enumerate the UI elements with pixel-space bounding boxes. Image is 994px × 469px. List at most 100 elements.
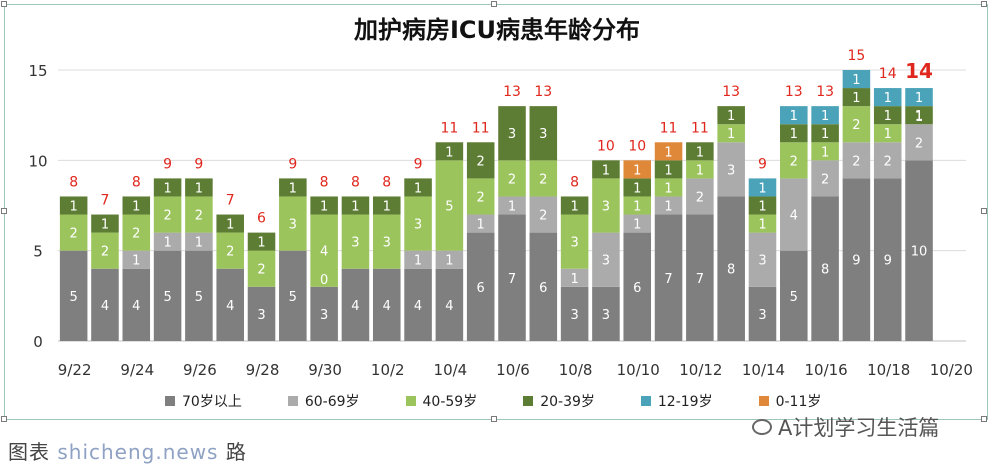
x-tick-label: 10/18 — [867, 361, 910, 379]
resize-handle-top-right[interactable] — [981, 1, 987, 7]
bar-segment — [811, 196, 839, 341]
total-label: 7 — [226, 193, 235, 209]
segment-label: 3 — [539, 127, 547, 142]
bar-segment — [842, 178, 871, 341]
total-label: 13 — [503, 84, 521, 100]
segment-label: 4 — [383, 299, 391, 314]
segment-label: 4 — [320, 245, 328, 260]
total-label: 14 — [879, 66, 897, 82]
bar-segment — [59, 196, 88, 215]
bar-segment — [748, 286, 777, 341]
bar-segment — [153, 196, 182, 233]
x-tick-label: 9/26 — [183, 361, 217, 379]
segment-label: 2 — [508, 172, 516, 187]
legend-item: 20-39岁 — [523, 391, 595, 411]
segment-label: 3 — [257, 308, 265, 323]
bar-segment — [216, 232, 244, 269]
bar-segment — [59, 214, 88, 251]
legend-swatch — [165, 396, 175, 406]
x-tick-label: 9/30 — [308, 361, 342, 379]
resize-handle-right[interactable] — [981, 208, 987, 214]
bar-segment — [529, 232, 558, 341]
segment-label: 1 — [570, 272, 578, 287]
segment-label: 1 — [664, 200, 672, 215]
bar-segment — [341, 214, 370, 269]
segment-label: 2 — [101, 245, 109, 260]
segment-label: 1 — [289, 181, 297, 196]
total-label: 7 — [101, 193, 110, 209]
segment-label: 1 — [195, 181, 203, 196]
total-label: 9 — [288, 156, 297, 172]
bar-segment — [623, 232, 652, 341]
segment-label: 1 — [101, 218, 109, 233]
bar-segment — [279, 196, 307, 251]
segment-label: 1 — [727, 127, 735, 142]
bar-segment — [717, 124, 745, 143]
total-label: 10 — [597, 138, 615, 154]
bar-segment — [748, 196, 777, 215]
legend-label: 60-69岁 — [304, 394, 360, 410]
bar-segment — [686, 142, 714, 161]
bar-segment — [560, 286, 589, 341]
resize-handle-left[interactable] — [1, 208, 7, 214]
segment-label: 4 — [351, 299, 359, 314]
segment-label: 5 — [445, 200, 453, 215]
segment-label: 1 — [852, 91, 860, 106]
segment-label: 2 — [696, 190, 704, 205]
stacked-bar-chart: 0510155218421741218512195121942173216531… — [28, 48, 973, 379]
total-label: 8 — [132, 174, 141, 190]
bar-segment — [279, 178, 307, 197]
segment-label: 2 — [852, 154, 860, 169]
bar-segment — [372, 268, 401, 341]
legend-swatch — [287, 396, 298, 406]
bar-segment — [529, 196, 558, 233]
total-label: 11 — [440, 120, 458, 136]
segment-label: 2 — [884, 154, 892, 169]
bar-segment — [247, 232, 276, 251]
segment-label: 1 — [445, 254, 453, 269]
segment-label: 4 — [132, 299, 140, 314]
bar-segment — [811, 106, 839, 125]
legend-item: 12-19岁 — [640, 391, 713, 411]
total-label: 9 — [414, 156, 423, 172]
bar-segment — [780, 142, 808, 179]
segment-label: 5 — [195, 290, 203, 305]
total-label: 8 — [320, 174, 329, 190]
bar-segment — [185, 250, 213, 341]
segment-label: 5 — [163, 290, 171, 305]
legend-item: 0-11岁 — [758, 391, 821, 411]
resize-handle-top-left[interactable] — [1, 1, 7, 7]
segment-label: 2 — [70, 227, 78, 242]
wechat-icon — [752, 419, 772, 435]
bar-segment — [216, 214, 244, 233]
segment-label: 1 — [758, 218, 766, 233]
bar-segment — [310, 196, 338, 215]
legend-label: 12-19岁 — [657, 394, 713, 410]
resize-handle-top[interactable] — [491, 1, 497, 7]
segment-label: 6 — [477, 281, 485, 296]
bar-segment — [686, 160, 714, 179]
bar-segment — [654, 196, 683, 215]
resize-handle-bottom[interactable] — [491, 416, 497, 422]
bar-segment — [372, 214, 401, 269]
resize-handle-bottom-left[interactable] — [1, 416, 7, 422]
bar-segment — [310, 286, 338, 341]
segment-label: 3 — [602, 254, 610, 269]
chart-title: 加护病房ICU病患年龄分布 — [353, 16, 641, 44]
bar-segment — [185, 232, 213, 251]
total-label: 9 — [758, 156, 767, 172]
bar-segment — [905, 88, 933, 107]
resize-handle-bottom-right[interactable] — [981, 416, 987, 422]
total-label: 9 — [194, 156, 203, 172]
bar-segment — [748, 178, 777, 197]
segment-label: 1 — [790, 109, 798, 124]
legend-label: 20-39岁 — [540, 394, 595, 410]
total-label: 8 — [351, 174, 360, 190]
legend-label: 40-59岁 — [422, 394, 478, 410]
segment-label: 2 — [539, 209, 547, 224]
segment-label: 2 — [477, 190, 485, 205]
segment-label: 2 — [226, 245, 234, 260]
segment-label: 5 — [70, 290, 78, 305]
bar-segment — [623, 196, 652, 215]
segment-label: 1 — [664, 163, 672, 178]
